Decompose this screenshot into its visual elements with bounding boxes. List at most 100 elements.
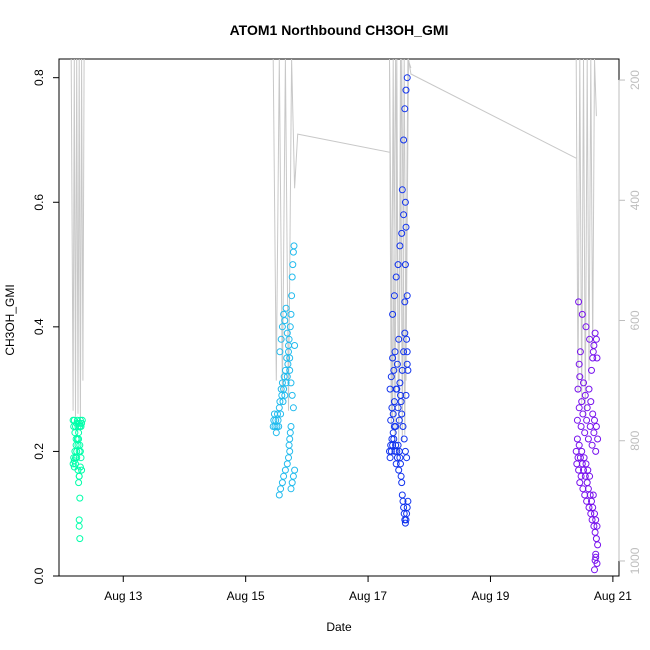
data-point — [286, 447, 294, 455]
data-point — [394, 261, 402, 269]
data-point — [287, 310, 295, 318]
data-point — [389, 310, 397, 318]
data-point — [76, 494, 84, 502]
data-point — [396, 242, 404, 250]
data-point — [277, 485, 285, 493]
data-point — [400, 211, 408, 219]
data-point — [588, 441, 596, 449]
y-axis-label: CH3OH_GMI — [3, 284, 17, 355]
data-point — [396, 379, 404, 387]
data-point — [277, 410, 285, 418]
data-point — [400, 435, 408, 443]
data-point — [591, 566, 598, 574]
data-point — [401, 198, 409, 206]
data-point — [387, 416, 395, 424]
data-point — [401, 261, 409, 269]
data-point — [402, 86, 410, 94]
data-point — [576, 479, 584, 487]
data-point — [403, 74, 411, 82]
data-point — [73, 454, 81, 462]
data-point — [391, 348, 399, 356]
data-point — [389, 410, 397, 418]
data-point — [580, 466, 587, 474]
data-point — [285, 454, 292, 462]
data-point — [580, 454, 588, 462]
right-tick-label: 200 — [628, 70, 642, 90]
data-point — [393, 360, 401, 368]
data-point — [581, 391, 589, 399]
data-point — [589, 491, 597, 499]
data-point — [582, 460, 590, 468]
data-point — [279, 398, 287, 406]
data-point — [283, 460, 291, 468]
data-point — [402, 223, 410, 231]
data-point — [573, 435, 581, 443]
data-point — [403, 348, 411, 356]
data-point — [289, 404, 297, 412]
data-point — [583, 479, 591, 487]
data-point — [288, 479, 296, 487]
data-point — [286, 354, 294, 362]
data-point — [403, 335, 411, 343]
data-point — [289, 248, 297, 256]
data-point — [283, 329, 291, 337]
data-point — [575, 466, 583, 474]
data-point — [75, 522, 83, 530]
data-point — [395, 466, 403, 474]
data-point — [75, 479, 83, 487]
data-point — [398, 479, 406, 487]
data-point — [281, 391, 289, 399]
data-point — [583, 416, 591, 424]
data-point — [288, 292, 296, 300]
data-point — [400, 348, 408, 356]
pressure-line-2-0 — [389, 58, 577, 453]
x-tick-label: Aug 21 — [594, 589, 632, 603]
data-point — [401, 298, 409, 306]
data-point — [281, 317, 289, 325]
data-point — [401, 519, 409, 527]
data-point — [283, 373, 291, 381]
data-point — [588, 366, 595, 374]
data-point — [275, 423, 283, 430]
data-points — [69, 74, 602, 574]
data-point — [287, 423, 295, 430]
data-point — [583, 404, 591, 412]
data-point — [75, 429, 83, 437]
y-tick-label: 0.8 — [32, 69, 46, 86]
data-point — [287, 379, 295, 387]
data-point — [287, 485, 295, 493]
data-point — [288, 273, 296, 281]
data-point — [592, 447, 600, 455]
data-point — [592, 550, 600, 558]
data-point — [576, 348, 584, 356]
data-point — [576, 373, 584, 381]
data-point — [401, 329, 409, 337]
data-point — [585, 385, 593, 393]
data-point — [390, 398, 398, 406]
data-point — [587, 398, 595, 406]
data-point — [594, 435, 602, 443]
data-point — [404, 366, 412, 374]
data-point — [590, 429, 598, 437]
data-point — [280, 373, 288, 381]
data-point — [78, 419, 86, 427]
data-point — [592, 516, 600, 524]
data-point — [591, 416, 598, 424]
data-point — [575, 360, 583, 368]
data-point — [575, 441, 583, 449]
data-point — [275, 491, 283, 499]
data-point — [390, 366, 398, 374]
data-point — [389, 354, 397, 362]
data-point — [284, 360, 292, 368]
data-point — [404, 497, 412, 505]
data-point — [276, 348, 284, 356]
data-point — [582, 323, 590, 331]
pressure-line-1-0 — [272, 58, 390, 411]
data-point — [399, 423, 407, 430]
data-point — [586, 491, 594, 499]
data-point — [281, 466, 289, 474]
data-point — [277, 335, 285, 343]
data-point — [584, 435, 592, 443]
